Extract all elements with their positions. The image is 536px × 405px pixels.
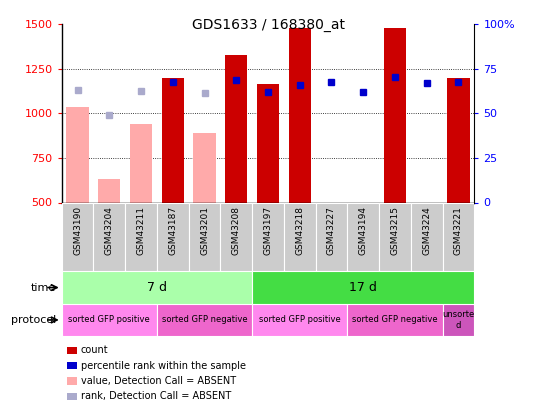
Bar <box>284 202 316 271</box>
Text: sorted GFP negative: sorted GFP negative <box>162 315 247 324</box>
Text: GSM43208: GSM43208 <box>232 206 241 255</box>
Bar <box>125 202 157 271</box>
Text: unsorte
d: unsorte d <box>442 310 474 330</box>
Bar <box>157 202 189 271</box>
Text: protocol: protocol <box>11 315 56 325</box>
Text: rank, Detection Call = ABSENT: rank, Detection Call = ABSENT <box>81 392 231 401</box>
Bar <box>98 179 121 202</box>
Text: GSM43190: GSM43190 <box>73 206 82 255</box>
Bar <box>316 202 347 271</box>
Bar <box>130 124 152 202</box>
Text: time: time <box>31 283 56 292</box>
Text: count: count <box>81 345 109 355</box>
Text: GSM43218: GSM43218 <box>295 206 304 255</box>
Bar <box>252 271 474 304</box>
Bar <box>189 202 220 271</box>
Text: GDS1633 / 168380_at: GDS1633 / 168380_at <box>191 18 345 32</box>
Text: sorted GFP negative: sorted GFP negative <box>352 315 438 324</box>
Text: value, Detection Call = ABSENT: value, Detection Call = ABSENT <box>81 376 236 386</box>
Text: GSM43211: GSM43211 <box>137 206 145 255</box>
Bar <box>62 304 157 336</box>
Bar <box>411 202 443 271</box>
Bar <box>225 55 248 202</box>
Bar <box>289 28 311 202</box>
Text: sorted GFP positive: sorted GFP positive <box>69 315 150 324</box>
Bar <box>384 28 406 202</box>
Bar <box>93 202 125 271</box>
Text: 17 d: 17 d <box>349 281 377 294</box>
Bar <box>347 202 379 271</box>
Bar <box>252 202 284 271</box>
Bar <box>62 271 252 304</box>
Bar <box>443 202 474 271</box>
Text: percentile rank within the sample: percentile rank within the sample <box>81 361 246 371</box>
Bar <box>220 202 252 271</box>
Text: GSM43187: GSM43187 <box>168 206 177 255</box>
Bar <box>252 304 347 336</box>
Bar <box>257 84 279 202</box>
Bar <box>66 107 88 202</box>
Bar <box>379 202 411 271</box>
Bar <box>347 304 443 336</box>
Text: 7 d: 7 d <box>147 281 167 294</box>
Text: GSM43194: GSM43194 <box>359 206 368 255</box>
Bar <box>162 78 184 202</box>
Text: sorted GFP positive: sorted GFP positive <box>259 315 340 324</box>
Bar <box>193 133 215 202</box>
Text: GSM43204: GSM43204 <box>105 206 114 255</box>
Text: GSM43227: GSM43227 <box>327 206 336 255</box>
Bar <box>157 304 252 336</box>
Text: GSM43224: GSM43224 <box>422 206 431 255</box>
Text: GSM43215: GSM43215 <box>391 206 399 255</box>
Bar <box>443 304 474 336</box>
Bar <box>448 78 470 202</box>
Text: GSM43201: GSM43201 <box>200 206 209 255</box>
Text: GSM43221: GSM43221 <box>454 206 463 255</box>
Bar <box>62 202 93 271</box>
Text: GSM43197: GSM43197 <box>264 206 272 255</box>
